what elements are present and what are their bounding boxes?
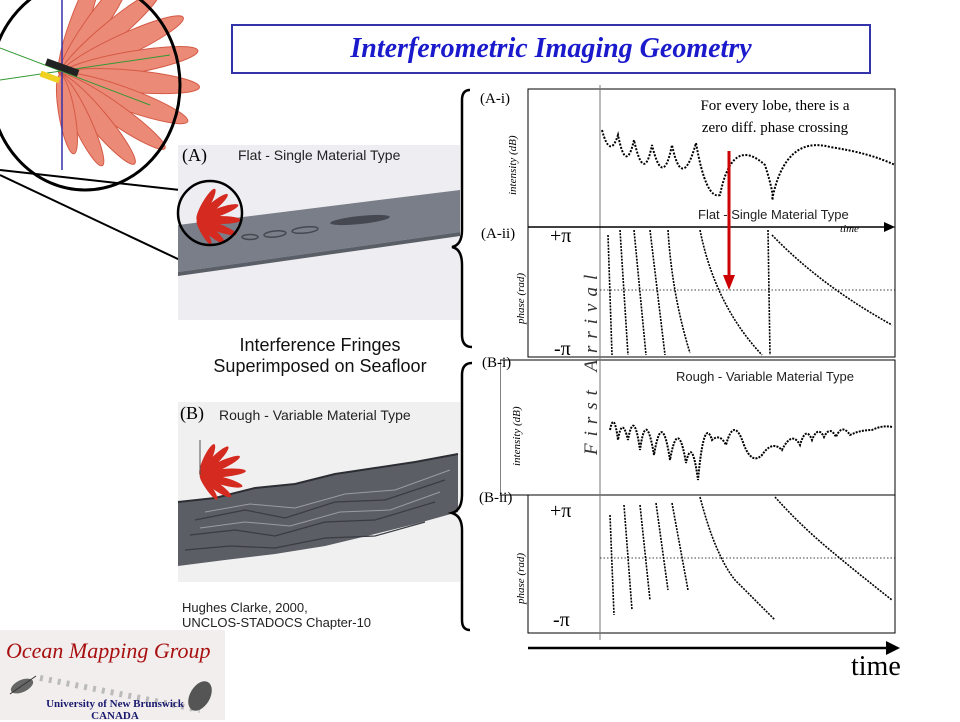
page-title: Interferometric Imaging Geometry xyxy=(350,33,752,64)
chart-rough-label: Rough - Variable Material Type xyxy=(676,369,855,384)
scene-b-seafloor xyxy=(177,440,459,566)
panel-label-a-i: (A-i) xyxy=(480,91,510,107)
signal-charts xyxy=(500,85,900,655)
chart-b-ii-phase xyxy=(609,496,893,621)
chart-a-i-frame xyxy=(527,88,896,228)
logo-artwork xyxy=(9,675,212,713)
chart-b-ii-frame xyxy=(527,494,896,634)
zoom-circle-lobes xyxy=(0,0,200,170)
scene-a-label: (A) xyxy=(182,145,207,165)
panel-label-b-i: (B-i) xyxy=(482,355,512,371)
logo-university: University of New Brunswick CANADA xyxy=(40,698,190,722)
scene-a-seafloor xyxy=(176,179,460,276)
scene-b-label: (B) xyxy=(180,403,204,423)
first-arrival-label: First Arrival xyxy=(581,267,602,455)
time-small-label: time xyxy=(840,223,859,235)
logo-country: CANADA xyxy=(91,710,139,722)
annotation-line2: zero diff. phase crossing xyxy=(701,120,849,136)
braces xyxy=(447,88,473,632)
citation: Hughes Clarke, 2000, UNCLOS-STADOCS Chap… xyxy=(182,600,371,630)
citation-line2: UNCLOS-STADOCS Chapter-10 xyxy=(182,615,372,630)
annotation-arrowhead xyxy=(723,275,735,290)
zoom-connector-top xyxy=(0,169,181,191)
chart-a-ii-phase xyxy=(607,229,893,356)
axis-phase-a: phase (rad) xyxy=(515,272,527,324)
scene-a-zoom-circle xyxy=(176,179,244,247)
logo-block: Ocean Mapping Group University of New Br… xyxy=(0,630,225,722)
annotation-text: For every lobe, there is a zero diff. ph… xyxy=(670,95,880,139)
scene-b-text: Rough - Variable Material Type xyxy=(219,407,411,423)
logo-university-name: University of New Brunswick xyxy=(46,698,184,710)
axis-intensity-a: intensity (dB) xyxy=(507,135,519,195)
chart-a-i-intensity xyxy=(601,129,896,204)
axis-intensity-b: intensity (dB) xyxy=(511,406,523,466)
b-ii-minus-pi: -π xyxy=(553,609,570,631)
fringe-caption-line2: Superimposed on Seafloor xyxy=(213,356,427,376)
citation-line1: Hughes Clarke, 2000, xyxy=(182,600,308,615)
brace-top xyxy=(451,88,473,349)
brace-bottom xyxy=(447,361,473,632)
chart-a-ii-frame xyxy=(527,226,896,358)
b-ii-plus-pi: +π xyxy=(550,500,572,522)
title-box: Interferometric Imaging Geometry xyxy=(231,24,871,74)
chart-b-i-frame xyxy=(500,359,896,496)
fringe-caption: Interference Fringes Superimposed on Sea… xyxy=(180,335,460,377)
panel-label-b-ii: (B-ii) xyxy=(479,490,513,506)
axis-phase-b: phase (rad) xyxy=(515,552,527,604)
fringe-caption-line1: Interference Fringes xyxy=(239,335,401,355)
annotation-line1: For every lobe, there is a xyxy=(700,98,850,114)
chart-flat-label: Flat - Single Material Type xyxy=(698,207,849,222)
panel-label-a-ii: (A-ii) xyxy=(481,226,516,242)
time-axis-label: time xyxy=(851,651,901,682)
logo-group-name: Ocean Mapping Group xyxy=(6,638,211,663)
a-ii-plus-pi: +π xyxy=(550,225,572,247)
zoom-circle xyxy=(0,0,182,192)
chart-b-i-intensity xyxy=(609,421,893,481)
zoom-connector-bottom xyxy=(0,174,181,261)
scene-a-text: Flat - Single Material Type xyxy=(238,147,401,163)
a-ii-minus-pi: -π xyxy=(554,338,571,360)
beam-zoom-graphic xyxy=(0,0,200,261)
